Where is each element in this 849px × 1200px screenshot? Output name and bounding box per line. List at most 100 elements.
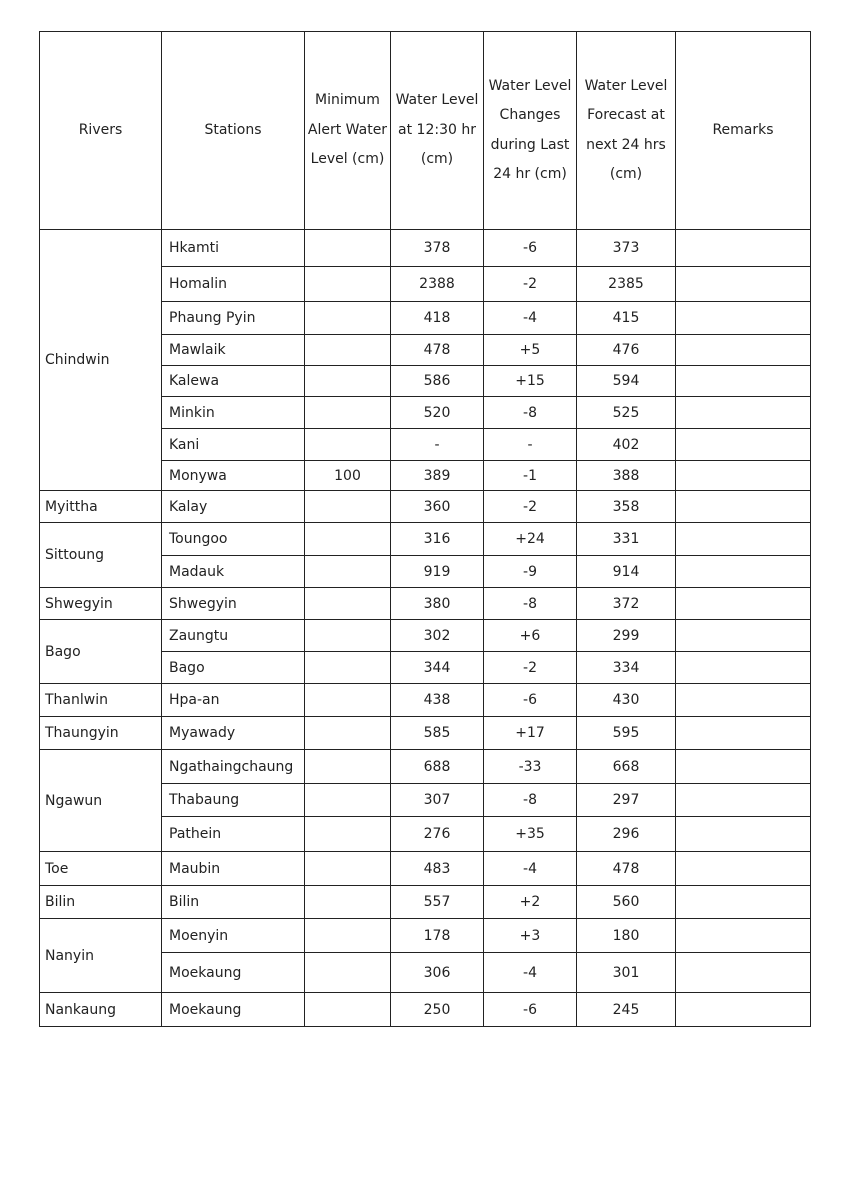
table-row: Phaung Pyin 418 -4 415: [40, 301, 811, 335]
water-level-cell: 2388: [390, 266, 484, 302]
header-stations: Stations: [161, 31, 305, 230]
remarks-cell: [675, 992, 811, 1027]
forecast-cell: 430: [576, 683, 676, 717]
water-level-table: Rivers Stations Minimum Alert Water Leve…: [39, 31, 811, 1027]
forecast-cell: 594: [576, 365, 676, 397]
forecast-cell: 373: [576, 229, 676, 267]
level-change-cell: -8: [483, 783, 577, 817]
station-cell: Shwegyin: [161, 587, 305, 620]
header-water-level: Water Level at 12:30 hr (cm): [390, 31, 484, 230]
station-cell: Moenyin: [161, 918, 305, 953]
remarks-cell: [675, 587, 811, 620]
station-cell: Kalay: [161, 490, 305, 523]
water-level-cell: -: [390, 428, 484, 461]
forecast-cell: 476: [576, 334, 676, 366]
forecast-cell: 331: [576, 522, 676, 556]
level-change-cell: -1: [483, 460, 577, 491]
forecast-cell: 2385: [576, 266, 676, 302]
table-row: Chindwin Hkamti 378 -6 373: [39, 229, 811, 491]
alert-level-cell: [304, 428, 391, 461]
river-cell: Shwegyin: [39, 587, 162, 620]
remarks-cell: [675, 460, 811, 491]
table-row: Kani - -402: [40, 428, 811, 461]
header-row: Rivers Stations Minimum Alert Water Leve…: [39, 31, 811, 230]
alert-level-cell: [304, 918, 391, 953]
remarks-cell: [675, 428, 811, 461]
remarks-cell: [675, 619, 811, 652]
forecast-cell: 402: [576, 428, 676, 461]
remarks-cell: [675, 952, 811, 993]
forecast-cell: 914: [576, 555, 676, 588]
water-level-cell: 306: [390, 952, 484, 993]
station-cell: Toungoo: [161, 522, 305, 556]
river-cell: Chindwin: [39, 229, 162, 491]
water-level-cell: 557: [390, 885, 484, 919]
alert-level-cell: [304, 992, 391, 1027]
alert-level-cell: 100: [304, 460, 391, 491]
remarks-cell: [675, 816, 811, 852]
level-change-cell: -4: [483, 952, 577, 993]
water-level-cell: 919: [390, 555, 484, 588]
level-change-cell: -8: [483, 587, 577, 620]
header-remarks: Remarks: [675, 31, 811, 230]
level-change-cell: +6: [483, 619, 577, 652]
level-change-cell: +15: [483, 365, 577, 397]
station-cell: Madauk: [161, 555, 305, 588]
table-row: Thaungyin Myawady 585 +17 595: [39, 716, 811, 750]
level-change-cell: -2: [483, 651, 577, 684]
station-cell: Homalin: [161, 266, 305, 302]
alert-level-cell: [304, 683, 391, 717]
water-level-cell: 418: [390, 301, 484, 335]
water-level-cell: 380: [390, 587, 484, 620]
water-level-cell: 360: [390, 490, 484, 523]
remarks-cell: [675, 918, 811, 953]
alert-level-cell: [304, 365, 391, 397]
river-cell: Myittha: [39, 490, 162, 523]
level-change-cell: +17: [483, 716, 577, 750]
river-cell: Bago: [39, 619, 162, 684]
water-level-cell: 389: [390, 460, 484, 491]
alert-level-cell: [304, 952, 391, 993]
station-cell: Hpa-an: [161, 683, 305, 717]
station-cell: Moekaung: [161, 992, 305, 1027]
station-cell: Mawlaik: [161, 334, 305, 366]
water-level-cell: 316: [390, 522, 484, 556]
remarks-cell: [675, 301, 811, 335]
remarks-cell: [675, 522, 811, 556]
forecast-cell: 415: [576, 301, 676, 335]
table-row: Mawlaik 478 +5 476: [40, 334, 811, 366]
station-cell: Kalewa: [161, 365, 305, 397]
level-change-cell: -33: [483, 749, 577, 784]
header-forecast: Water Level Forecast at next 24 hrs (cm): [576, 31, 676, 230]
station-cell: Zaungtu: [161, 619, 305, 652]
water-level-cell: 307: [390, 783, 484, 817]
forecast-cell: 297: [576, 783, 676, 817]
river-cell: Thanlwin: [39, 683, 162, 717]
forecast-cell: 245: [576, 992, 676, 1027]
level-change-cell: -6: [483, 683, 577, 717]
alert-level-cell: [304, 334, 391, 366]
water-level-cell: 178: [390, 918, 484, 953]
alert-level-cell: [304, 885, 391, 919]
table-row: Thanlwin Hpa-an 438 -6 430: [39, 683, 811, 717]
remarks-cell: [675, 683, 811, 717]
water-level-cell: 478: [390, 334, 484, 366]
station-cell: Bago: [161, 651, 305, 684]
river-cell: Toe: [39, 851, 162, 886]
alert-level-cell: [304, 651, 391, 684]
remarks-cell: [675, 851, 811, 886]
level-change-cell: -2: [483, 490, 577, 523]
level-change-cell: -6: [483, 229, 577, 267]
forecast-cell: 668: [576, 749, 676, 784]
remarks-cell: [675, 334, 811, 366]
alert-level-cell: [304, 716, 391, 750]
remarks-cell: [675, 716, 811, 750]
station-cell: Hkamti: [161, 229, 305, 267]
table-row: Monywa 100 389 -1 388: [40, 460, 811, 491]
level-change-cell: -8: [483, 396, 577, 429]
table-row: Shwegyin Shwegyin 380 -8 372: [39, 587, 811, 620]
station-cell: Minkin: [161, 396, 305, 429]
station-cell: Phaung Pyin: [161, 301, 305, 335]
table-row: Toe Maubin 483 -4 478: [39, 851, 811, 886]
remarks-cell: [675, 490, 811, 523]
